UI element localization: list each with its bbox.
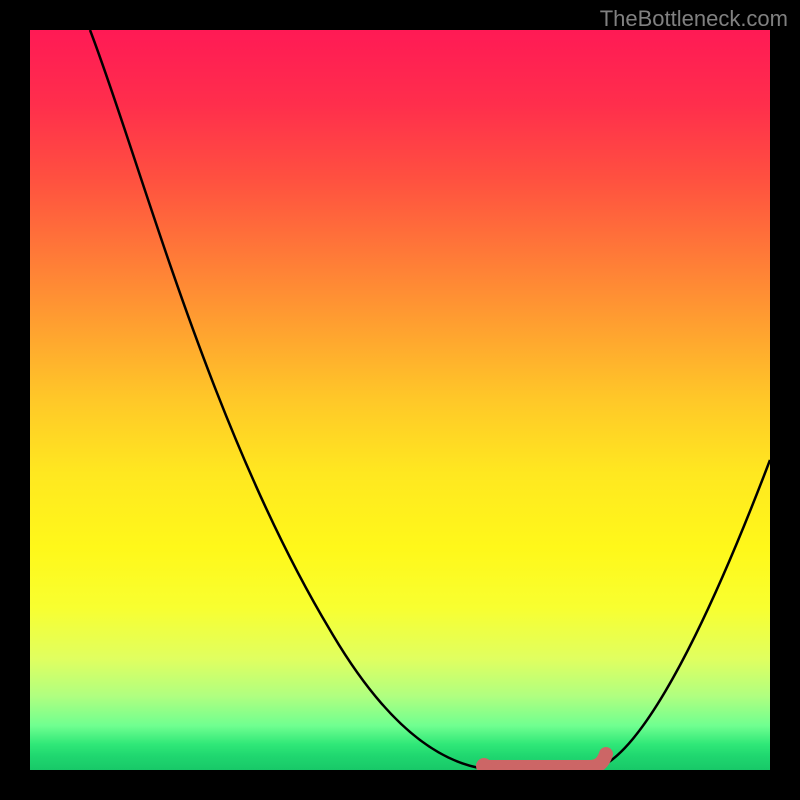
watermark-text: TheBottleneck.com	[600, 6, 788, 32]
chart-container: TheBottleneck.com	[0, 0, 800, 800]
gradient-background	[30, 30, 770, 770]
chart-svg	[30, 30, 770, 770]
plot-area	[30, 30, 770, 770]
